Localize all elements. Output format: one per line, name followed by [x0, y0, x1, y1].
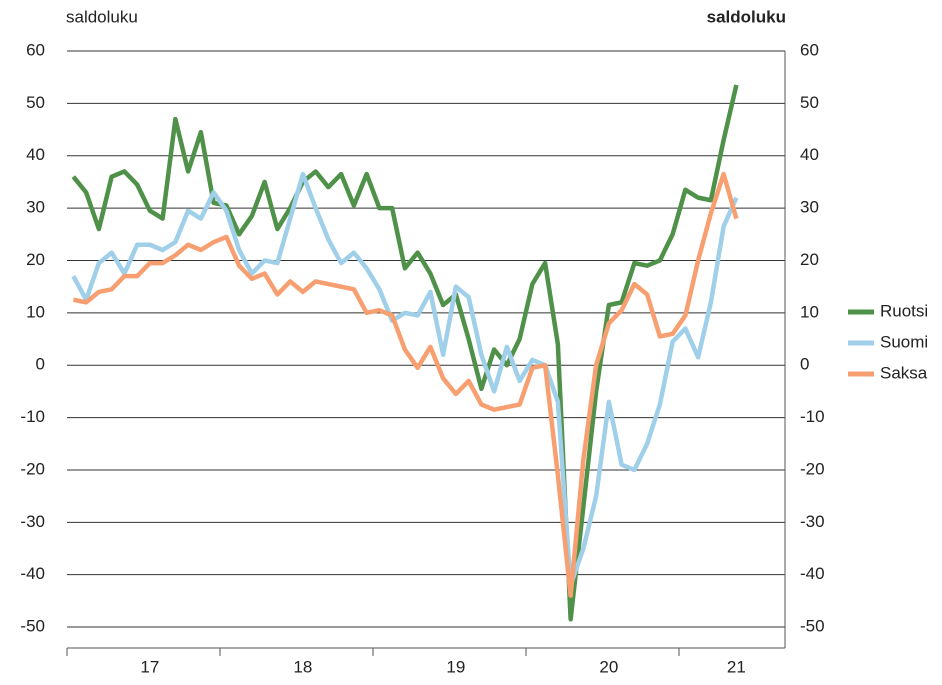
y2-tick-label: -40	[800, 564, 825, 583]
y-tick-label: 30	[26, 198, 45, 217]
y2-tick-label: -10	[800, 407, 825, 426]
y-tick-label: 10	[26, 302, 45, 321]
y2-tick-label: 50	[800, 93, 819, 112]
legend-label: Ruotsi	[880, 301, 928, 320]
y-tick-label: -50	[20, 617, 45, 636]
line-series	[71, 171, 739, 588]
y2-tick-label: -20	[800, 459, 825, 478]
x-tick-label: 19	[446, 657, 465, 676]
y-tick-label: 0	[36, 355, 45, 374]
y-tick-label: -10	[20, 407, 45, 426]
x-tick-label: 18	[293, 657, 312, 676]
x-tick-label: 21	[727, 657, 746, 676]
y2-axis-label: saldoluku	[707, 7, 786, 26]
legend-label: Saksa	[880, 363, 928, 382]
x-tick-label: 17	[140, 657, 159, 676]
y-tick-label: 50	[26, 93, 45, 112]
line-series	[71, 84, 739, 622]
y-tick-label: 40	[26, 145, 45, 164]
y2-tick-label: 20	[800, 250, 819, 269]
x-tick-label: 20	[599, 657, 618, 676]
legend-label: Suomi	[880, 332, 928, 351]
y2-tick-label: 0	[800, 355, 809, 374]
y2-tick-label: 40	[800, 145, 819, 164]
y2-tick-label: 10	[800, 302, 819, 321]
y-tick-label: -30	[20, 512, 45, 531]
line-series	[72, 171, 739, 598]
y2-tick-label: 30	[800, 198, 819, 217]
y-tick-label: 60	[26, 40, 45, 59]
y2-tick-label: 60	[800, 40, 819, 59]
y-tick-label: -20	[20, 459, 45, 478]
y-axis-label: saldoluku	[66, 7, 138, 26]
y2-tick-label: -30	[800, 512, 825, 531]
y2-tick-label: -50	[800, 617, 825, 636]
y-tick-label: 20	[26, 250, 45, 269]
y-tick-label: -40	[20, 564, 45, 583]
